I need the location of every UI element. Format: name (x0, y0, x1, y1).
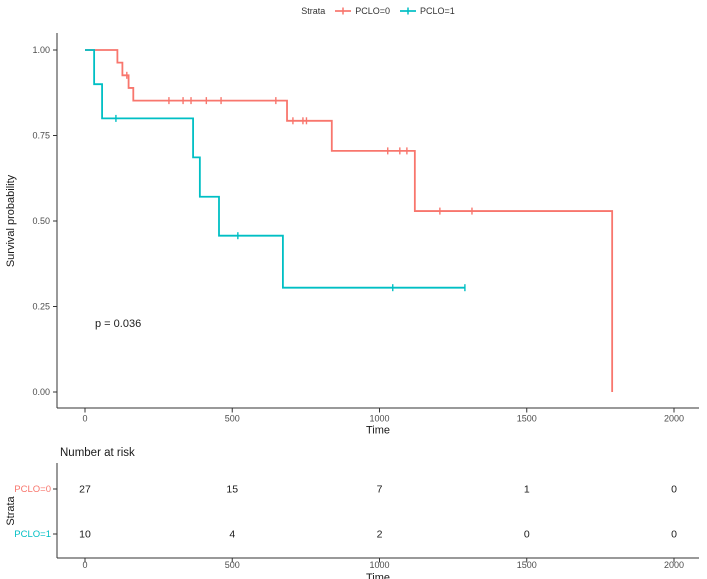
x-tick-label: 0 (82, 414, 87, 424)
legend-label-pclo0: PCLO=0 (355, 6, 390, 16)
risk-x-axis-title: Time (366, 572, 390, 579)
x-tick-label: 2000 (664, 414, 684, 424)
risk-row-label-pclo0: PCLO=0 (14, 484, 51, 495)
y-tick-label: 1.00 (32, 45, 50, 55)
legend-key-pclo0-icon (335, 7, 352, 15)
x-axis-title: Time (366, 425, 390, 437)
km-curve-pclo0 (85, 49, 614, 392)
x-tick-label: 1000 (369, 414, 389, 424)
risk-count: 7 (377, 484, 383, 496)
risk-count: 0 (524, 529, 530, 541)
risk-x-tick-label: 500 (225, 560, 240, 570)
y-tick-label: 0.75 (32, 131, 50, 141)
legend-item-pclo0: PCLO=0 (334, 6, 390, 16)
legend-key-pclo1-icon (400, 7, 416, 15)
y-axis-title: Survival probability (5, 174, 17, 268)
risk-count: 1 (524, 484, 530, 496)
pvalue-annotation: p = 0.036 (95, 318, 141, 330)
x-tick-label: 500 (225, 414, 240, 424)
risk-table-y-axis-title: Strata (5, 496, 17, 526)
risk-count: 0 (671, 484, 677, 496)
legend-label-pclo1: PCLO=1 (420, 6, 455, 16)
risk-count: 15 (226, 484, 238, 496)
risk-count: 0 (671, 529, 677, 541)
y-tick-label: 0.25 (32, 302, 50, 312)
risk-x-tick-label: 0 (82, 560, 87, 570)
y-tick-label: 0.50 (32, 216, 50, 226)
risk-row-label-pclo1: PCLO=1 (14, 529, 51, 540)
risk-x-tick-label: 2000 (664, 560, 684, 570)
legend-title: Strata (301, 6, 326, 16)
risk-count: 2 (377, 529, 383, 541)
legend: Strata PCLO=0 PCLO=1 (57, 3, 699, 19)
risk-x-tick-label: 1500 (517, 560, 537, 570)
risk-count: 4 (229, 529, 235, 541)
km-curve-pclo1 (85, 49, 465, 289)
legend-item-pclo1: PCLO=1 (399, 6, 455, 16)
x-tick-label: 1500 (517, 414, 537, 424)
risk-count: 27 (79, 484, 91, 496)
risk-count: 10 (79, 529, 91, 541)
risk-table-title: Number at risk (60, 447, 135, 459)
risk-x-tick-label: 1000 (369, 560, 389, 570)
y-tick-label: 0.00 (32, 387, 50, 397)
